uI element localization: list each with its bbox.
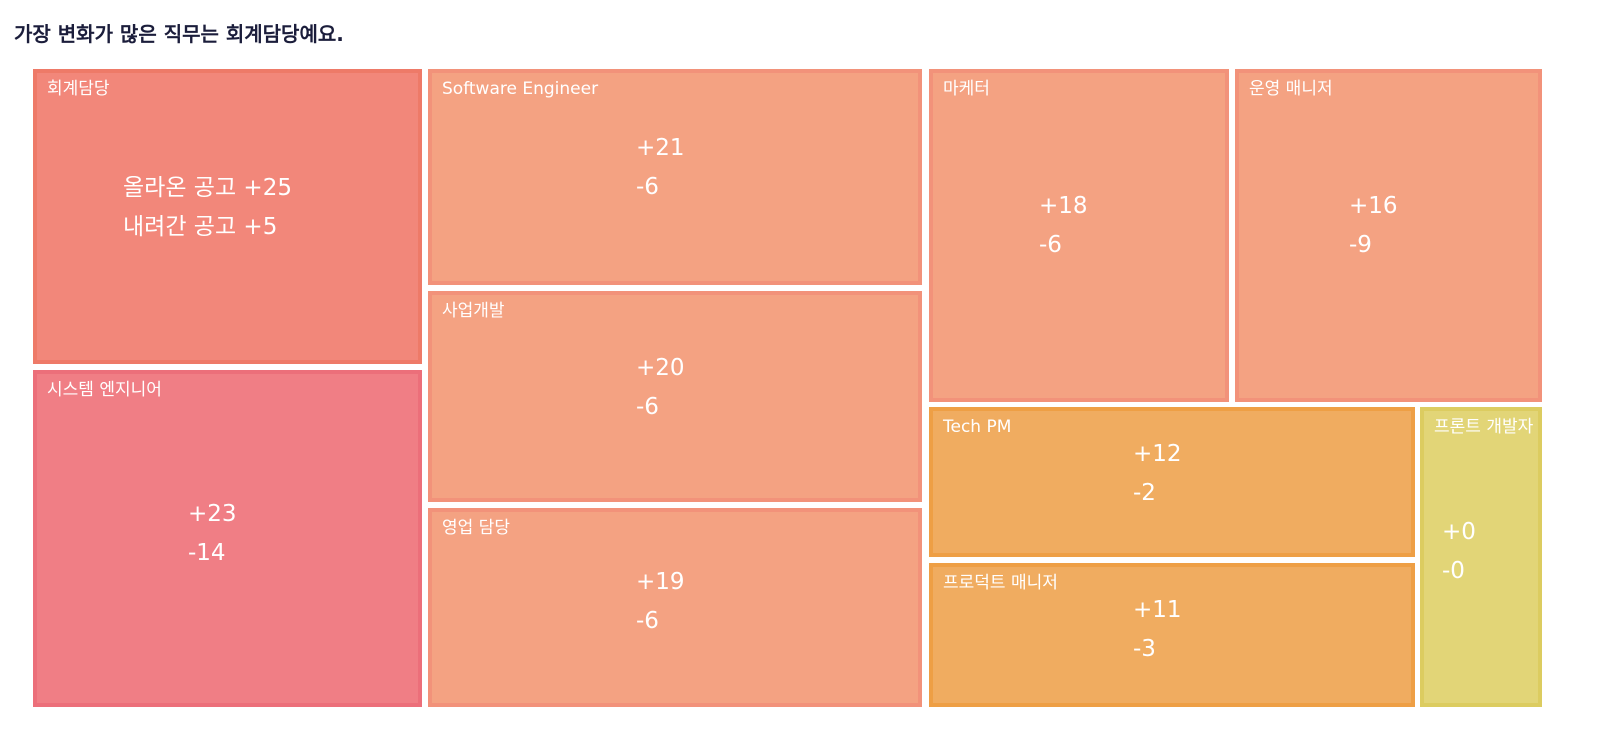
tile-1-added-value: 올라온 공고 +25	[123, 175, 292, 201]
tile-6-removed-value: -6	[1039, 232, 1062, 258]
tile-5-added-value: +19	[636, 569, 685, 595]
tile-2-added-value: +23	[188, 501, 237, 527]
tile-4-label: 사업개발	[442, 301, 505, 321]
tile-1-removed-value: 내려간 공고 +5	[123, 214, 277, 240]
tile-4-added-value: +20	[636, 355, 685, 381]
tile-7-removed-value: -9	[1349, 232, 1372, 258]
tile-6[interactable]: 마케터 +18 -6	[929, 69, 1229, 402]
tile-8[interactable]: Tech PM +12 -2	[929, 407, 1415, 557]
tile-7-label: 운영 매니저	[1249, 79, 1333, 99]
tile-9-label: 프로덕트 매니저	[943, 573, 1058, 593]
tile-6-label: 마케터	[943, 79, 990, 99]
tile-6-rect[interactable]	[929, 69, 1229, 402]
tile-1-label: 회계담당	[47, 79, 110, 99]
tile-10-label: 프론트 개발자	[1434, 417, 1534, 437]
tile-3[interactable]: Software Engineer +21 -6	[428, 69, 922, 285]
tile-9-rect[interactable]	[929, 563, 1415, 707]
tile-3-rect[interactable]	[428, 69, 922, 285]
tile-3-removed-value: -6	[636, 174, 659, 200]
tile-4-rect[interactable]	[428, 291, 922, 502]
tile-5-label: 영업 담당	[442, 518, 510, 538]
tile-7-rect[interactable]	[1235, 69, 1542, 402]
tile-5-rect[interactable]	[428, 508, 922, 707]
tile-8-rect[interactable]	[929, 407, 1415, 557]
tile-5[interactable]: 영업 담당 +19 -6	[428, 508, 922, 707]
tile-2-removed-value: -14	[188, 540, 226, 566]
tile-5-removed-value: -6	[636, 608, 659, 634]
tile-10[interactable]: 프론트 개발자 +0 -0	[1420, 407, 1542, 707]
tile-9[interactable]: 프로덕트 매니저 +11 -3	[929, 563, 1415, 707]
tile-10-rect[interactable]	[1420, 407, 1542, 707]
tile-8-removed-value: -2	[1133, 480, 1156, 506]
tile-9-removed-value: -3	[1133, 636, 1156, 662]
tile-7[interactable]: 운영 매니저 +16 -9	[1235, 69, 1542, 402]
tile-8-added-value: +12	[1133, 441, 1182, 467]
tile-10-added-value: +0	[1442, 519, 1476, 545]
tile-2-label: 시스템 엔지니어	[47, 380, 162, 400]
tile-4-removed-value: -6	[636, 394, 659, 420]
tile-7-added-value: +16	[1349, 193, 1398, 219]
tile-1-rect[interactable]	[33, 69, 422, 364]
tile-10-removed-value: -0	[1442, 558, 1465, 584]
tile-9-added-value: +11	[1133, 597, 1182, 623]
tile-3-added-value: +21	[636, 135, 685, 161]
tile-6-added-value: +18	[1039, 193, 1088, 219]
chart-title: 가장 변화가 많은 직무는 회계담당예요.	[14, 22, 344, 46]
tile-2-rect[interactable]	[33, 370, 422, 707]
tile-2[interactable]: 시스템 엔지니어 +23 -14	[33, 370, 422, 707]
tile-3-label: Software Engineer	[442, 79, 598, 99]
tile-4[interactable]: 사업개발 +20 -6	[428, 291, 922, 502]
tile-8-label: Tech PM	[942, 417, 1011, 437]
